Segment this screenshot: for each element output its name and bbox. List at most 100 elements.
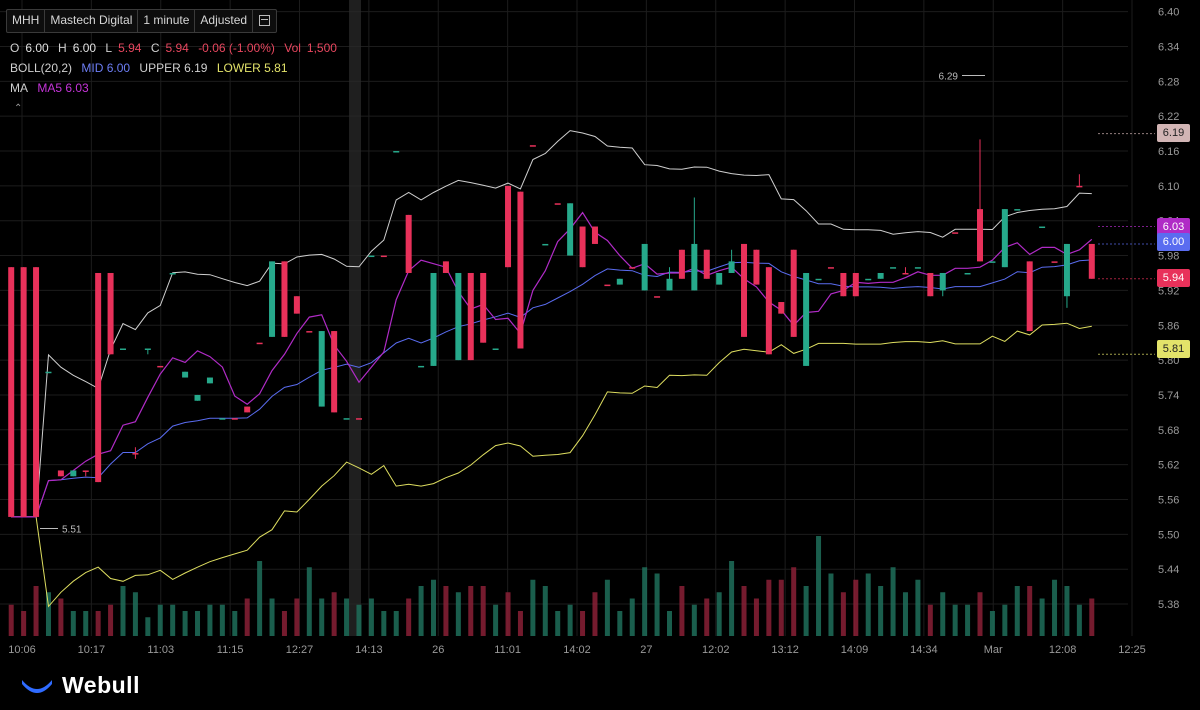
y-tick-label: 5.98 (1158, 251, 1179, 263)
candle-body (765, 267, 772, 355)
volume-bar (592, 592, 598, 636)
upper-price-tag: 6.19 (1157, 124, 1190, 142)
high-label: H (58, 41, 67, 55)
candle-body (654, 296, 661, 298)
volume-bar (108, 604, 114, 636)
volume-bar (281, 611, 287, 636)
volume-bar (406, 598, 412, 636)
x-tick-label: 12:02 (702, 644, 730, 656)
volume-bar (965, 604, 971, 636)
volume-bar (840, 592, 846, 636)
boll-upper-value: UPPER 6.19 (139, 61, 208, 75)
volume-bar (791, 567, 797, 636)
volume-bar (940, 592, 946, 636)
candle-body (1039, 226, 1046, 229)
x-tick-label: 27 (640, 644, 652, 656)
volume-bar (741, 586, 747, 636)
volume-bar (1027, 586, 1033, 636)
ma-legend[interactable]: MA MA5 6.03 (10, 81, 95, 95)
list-icon[interactable] (259, 15, 271, 26)
candle-body (480, 272, 487, 343)
volume-bar (828, 573, 834, 636)
candle-body (467, 272, 474, 361)
volume-bar (145, 617, 151, 636)
volume-value: 1,500 (306, 41, 337, 55)
volume-bar (219, 604, 225, 636)
volume-bar (306, 567, 312, 636)
candle-body (306, 331, 313, 333)
ohlc-legend: O 6.00 H 6.00 L 5.94 C 5.94 -0.06 (-1.00%) V… (10, 41, 343, 55)
volume-bar (33, 586, 39, 636)
volume-bar (1039, 598, 1045, 636)
volume-bar (120, 586, 126, 636)
volume-bar (816, 536, 822, 636)
open-label: O (10, 41, 20, 55)
y-tick-label: 6.34 (1158, 41, 1179, 53)
volume-bar (865, 573, 871, 636)
candle-body (418, 365, 425, 368)
candle-body (691, 243, 698, 291)
candle-body (1051, 261, 1058, 263)
adjust-dropdown[interactable]: Adjusted (195, 10, 254, 32)
candle-body (877, 272, 884, 279)
volume-bar (654, 573, 660, 636)
candle-body (890, 267, 897, 269)
ma-label: MA (10, 81, 28, 95)
symbol-button[interactable]: MHH (7, 10, 46, 32)
collapse-legend-icon[interactable]: ⌃ (14, 103, 23, 114)
candle-body (194, 394, 201, 401)
volume-bar (1076, 604, 1082, 636)
candle-body (281, 261, 288, 337)
candle-body (169, 272, 176, 275)
candle-body (1014, 209, 1021, 211)
candle-body (343, 418, 350, 420)
interval-dropdown[interactable]: 1 minute (138, 10, 196, 32)
y-tick-label: 6.28 (1158, 76, 1179, 88)
y-tick-label: 6.22 (1158, 111, 1179, 123)
volume-bar (443, 586, 449, 636)
candle-body (542, 243, 549, 246)
candle-body (157, 365, 164, 368)
candle-body (952, 232, 959, 234)
candle-body (331, 331, 338, 413)
boll-upper-line (11, 130, 1092, 518)
y-tick-label: 5.44 (1158, 564, 1179, 576)
candle-body (244, 406, 251, 413)
low-value: 5.94 (118, 41, 142, 55)
change-value: -0.06 (-1.00%) (198, 41, 275, 55)
candle-body (778, 302, 785, 314)
volume-bar (480, 586, 486, 636)
volume-bar (356, 604, 362, 636)
candle-body (182, 371, 189, 378)
candle-body (45, 371, 52, 374)
close-price-tag: 5.94 (1157, 269, 1190, 287)
volume-bar (344, 598, 350, 636)
candle-body (803, 272, 810, 366)
x-tick-label: 12:27 (286, 644, 314, 656)
volume-bar (679, 586, 685, 636)
candle-body (505, 185, 512, 268)
candle-body (455, 272, 462, 361)
candle-body (852, 272, 859, 297)
volume-bar (691, 604, 697, 636)
x-tick-label: 11:03 (147, 644, 174, 656)
ma5-price-tag: 6.03 (1157, 218, 1190, 236)
x-tick-label: 14:02 (563, 644, 591, 656)
volume-bar (381, 611, 387, 636)
candle-body (753, 249, 760, 285)
candle-body (144, 348, 151, 350)
y-tick-label: 5.74 (1158, 390, 1179, 402)
candlestick-chart[interactable]: 5.38 5.44 5.50 5.56 5.62 5.68 5.74 5.80 5.86 5.92… (0, 0, 1200, 660)
volume-bar (468, 586, 474, 636)
candle-body (368, 255, 375, 258)
volume-bar (555, 611, 561, 636)
y-tick-label: 5.92 (1158, 285, 1179, 297)
boll-legend[interactable]: BOLL(20,2) MID 6.00 UPPER 6.19 LOWER 5.8… (10, 61, 294, 75)
x-tick-label: Mar (984, 644, 1003, 656)
candle-body (70, 470, 77, 477)
x-tick-label: 13:12 (771, 644, 799, 656)
volume-bar (95, 611, 101, 636)
candle-body (629, 267, 636, 269)
volume-bar (915, 579, 921, 636)
